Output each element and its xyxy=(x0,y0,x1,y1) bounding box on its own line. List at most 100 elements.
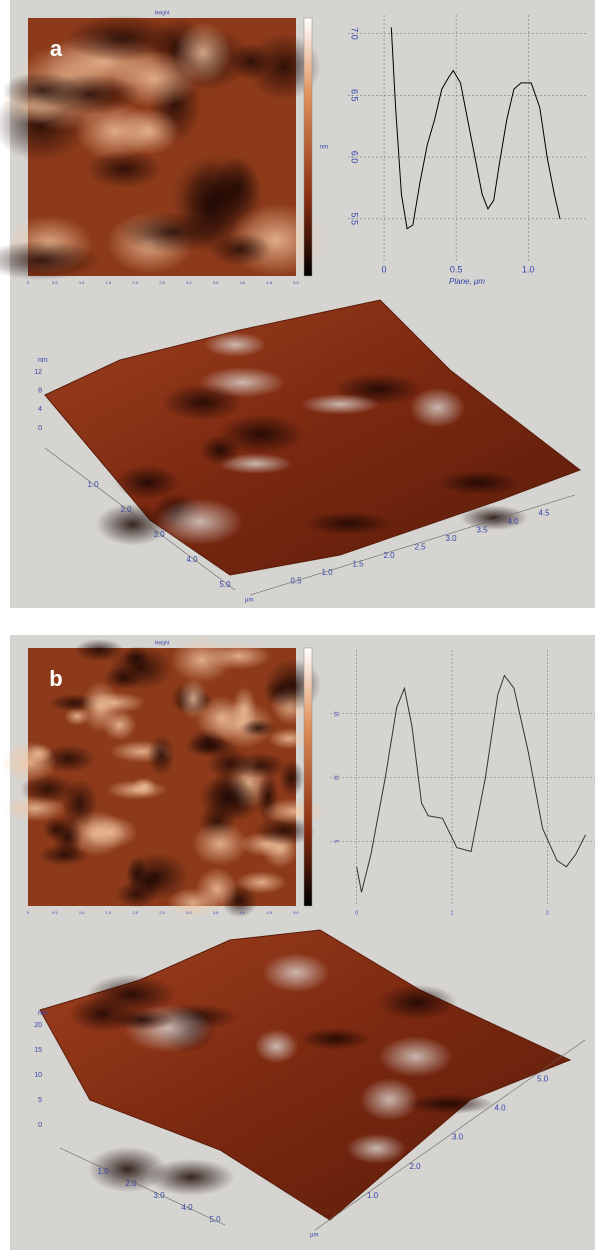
bright-feature xyxy=(192,821,249,866)
surface-right-tick-label: 0.5 xyxy=(290,577,302,586)
surface-peak xyxy=(346,1133,407,1164)
dark-feature xyxy=(38,844,89,866)
dark-feature xyxy=(239,719,277,737)
dark-feature xyxy=(229,42,273,81)
surface-z-tick-label: 10 xyxy=(34,1072,42,1079)
surface-dip xyxy=(161,383,244,422)
map-x-tick-label: 0.5 xyxy=(52,280,58,285)
surface-left-tick-label: 5.0 xyxy=(209,1215,221,1224)
map-x-tick-label: 3.0 xyxy=(186,910,192,915)
surface-right-tick-label: 1.0 xyxy=(321,568,333,577)
dark-feature xyxy=(73,638,125,662)
plot-area xyxy=(348,15,586,262)
surface-left-tick-label: 4.0 xyxy=(186,555,198,564)
bright-feature xyxy=(167,887,220,918)
map-x-tick-label: 4.5 xyxy=(266,910,272,915)
map-x-tick-label: 5.0 xyxy=(293,910,299,915)
surface-axis-unit: μm xyxy=(310,1233,318,1239)
surface-peak xyxy=(262,953,330,993)
map-x-tick-label: 3.5 xyxy=(213,910,219,915)
y-tick-label: 10 xyxy=(333,775,339,781)
dark-feature xyxy=(86,150,163,188)
bright-feature xyxy=(195,695,247,741)
map-x-tick-label: 0 xyxy=(27,280,30,285)
surface-z-tick-label: 0 xyxy=(38,425,42,432)
map-x-tick-label: 5.0 xyxy=(293,280,299,285)
surface-right-tick-label: 3.0 xyxy=(445,534,457,543)
map-x-tick-label: 0.5 xyxy=(52,910,58,915)
surface-axis-unit: μm xyxy=(245,598,253,604)
bright-feature xyxy=(236,871,287,894)
map-x-tick-label: 2.5 xyxy=(159,910,165,915)
dark-feature xyxy=(207,747,253,781)
x-tick-label: 0 xyxy=(355,910,358,916)
map-x-tick-label: 4.5 xyxy=(266,280,272,285)
map-title: Height xyxy=(155,10,170,16)
surface-z-tick-label: 15 xyxy=(34,1047,42,1054)
surface-dip xyxy=(404,1093,495,1114)
surface-dip xyxy=(459,505,528,531)
surface-z-tick-label: 5 xyxy=(38,1097,42,1104)
surface-right-tick-label: 5.0 xyxy=(537,1074,549,1083)
bright-feature xyxy=(262,798,326,825)
surface-dip xyxy=(436,470,520,496)
bright-feature xyxy=(267,728,312,750)
surface-dip xyxy=(115,464,181,500)
map-x-tick-label: 2.5 xyxy=(159,280,165,285)
y-tick-label: 6.5 xyxy=(350,89,360,102)
bright-feature xyxy=(174,22,232,84)
panel-label: a xyxy=(50,36,63,61)
surface-left-tick-label: 5.0 xyxy=(219,580,231,589)
color-bar xyxy=(303,647,313,907)
y-tick-label: 7.0 xyxy=(350,27,360,40)
dark-feature xyxy=(0,240,101,281)
surface-dip xyxy=(95,503,170,546)
surface-left-tick-label: 3.0 xyxy=(153,1191,165,1200)
map-x-tick-label: 2.0 xyxy=(132,910,138,915)
map-x-tick-label: 1.5 xyxy=(106,910,112,915)
map-x-tick-label: 4.0 xyxy=(240,910,246,915)
surface-dip xyxy=(110,1008,174,1031)
color-bar xyxy=(303,17,313,277)
surface-left-tick-label: 3.0 xyxy=(153,530,165,539)
surface-peak xyxy=(300,393,380,415)
x-tick-label: 1.0 xyxy=(522,264,535,274)
surface-right-tick-label: 3.5 xyxy=(476,526,488,535)
bright-feature xyxy=(81,681,120,733)
dark-feature xyxy=(264,658,322,712)
surface-dip xyxy=(199,434,242,466)
map-unit: nm xyxy=(320,145,328,151)
surface-z-tick-label: 0 xyxy=(38,1122,42,1129)
surface-peak xyxy=(254,1029,299,1064)
profile-line xyxy=(356,674,586,893)
x-tick-label: 1 xyxy=(451,910,454,916)
map-title: Height xyxy=(155,640,170,646)
surface-peak xyxy=(378,1036,453,1078)
surface-z-tick-label: 4 xyxy=(38,406,42,413)
dark-feature xyxy=(147,734,175,776)
map-x-tick-label: 1.0 xyxy=(79,910,85,915)
x-tick-label: 2 xyxy=(546,910,549,916)
dark-feature xyxy=(118,211,226,253)
bright-feature xyxy=(1,741,58,783)
surface-axis xyxy=(249,494,576,596)
surface-right-tick-label: 2.0 xyxy=(383,551,395,560)
surface-z-tick-label: 12 xyxy=(34,369,42,376)
panel-label: b xyxy=(49,666,62,691)
surface-peak xyxy=(203,332,267,358)
surface-left-tick-label: 1.0 xyxy=(97,1167,109,1176)
profile-line xyxy=(390,27,561,230)
bright-feature xyxy=(170,636,233,683)
surface-right-tick-label: 4.5 xyxy=(538,509,550,518)
surface-right-tick-label: 2.5 xyxy=(414,543,426,552)
dark-feature xyxy=(122,646,150,670)
surface-z-unit: nm xyxy=(38,357,48,364)
surface-z-tick-label: 20 xyxy=(34,1022,42,1029)
y-tick-label: 15 xyxy=(333,711,339,717)
surface-dip xyxy=(377,984,457,1020)
x-tick-label: 0 xyxy=(382,264,387,274)
map-x-tick-label: 1.5 xyxy=(106,280,112,285)
x-tick-label: 0.5 xyxy=(450,264,463,274)
surface-left-tick-label: 2.0 xyxy=(120,505,132,514)
